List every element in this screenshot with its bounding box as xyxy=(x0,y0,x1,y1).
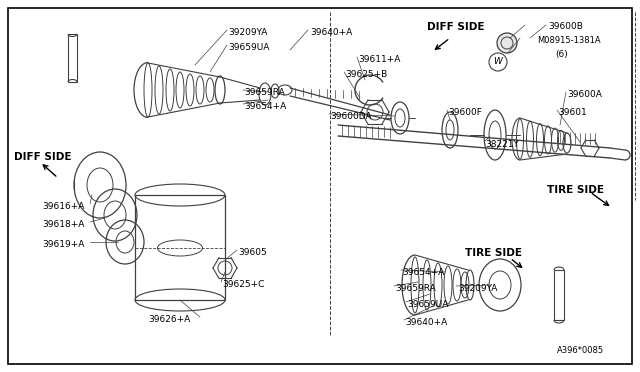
Text: 39626+A: 39626+A xyxy=(148,315,190,324)
Text: TIRE SIDE: TIRE SIDE xyxy=(465,248,522,258)
Text: A396*0085: A396*0085 xyxy=(557,346,604,355)
Text: 39625+B: 39625+B xyxy=(345,70,387,79)
Text: 39600F: 39600F xyxy=(448,108,482,117)
Text: 39209YA: 39209YA xyxy=(228,28,268,37)
Bar xyxy=(68,34,77,82)
Text: 39659UA: 39659UA xyxy=(228,43,269,52)
Bar xyxy=(135,195,225,300)
Text: 38221Y: 38221Y xyxy=(485,140,519,149)
Text: 39209YA: 39209YA xyxy=(458,284,497,293)
Text: 39659RA: 39659RA xyxy=(395,284,436,293)
Text: 39618+A: 39618+A xyxy=(42,220,84,229)
Text: 39601: 39601 xyxy=(558,108,587,117)
Text: 39600DA: 39600DA xyxy=(330,112,372,121)
Text: 39659RA: 39659RA xyxy=(244,88,285,97)
Text: 39616+A: 39616+A xyxy=(42,202,84,211)
Text: 39611+A: 39611+A xyxy=(358,55,401,64)
Text: M08915-1381A: M08915-1381A xyxy=(537,36,600,45)
Text: DIFF SIDE: DIFF SIDE xyxy=(427,22,484,32)
Text: 39654+A: 39654+A xyxy=(402,268,444,277)
Text: 39600B: 39600B xyxy=(548,22,583,31)
Text: 39625+C: 39625+C xyxy=(222,280,264,289)
Text: TIRE SIDE: TIRE SIDE xyxy=(547,185,604,195)
Text: (6): (6) xyxy=(555,50,568,59)
Text: DIFF SIDE: DIFF SIDE xyxy=(14,152,72,162)
Text: 39600A: 39600A xyxy=(567,90,602,99)
Text: 39640+A: 39640+A xyxy=(405,318,447,327)
Text: 39619+A: 39619+A xyxy=(42,240,84,249)
Text: 39640+A: 39640+A xyxy=(310,28,352,37)
Text: 39654+A: 39654+A xyxy=(244,102,286,111)
Text: 39605: 39605 xyxy=(238,248,267,257)
Text: 39659UA: 39659UA xyxy=(407,300,449,309)
Circle shape xyxy=(497,33,517,53)
Text: W: W xyxy=(493,58,502,67)
Bar xyxy=(554,270,564,320)
